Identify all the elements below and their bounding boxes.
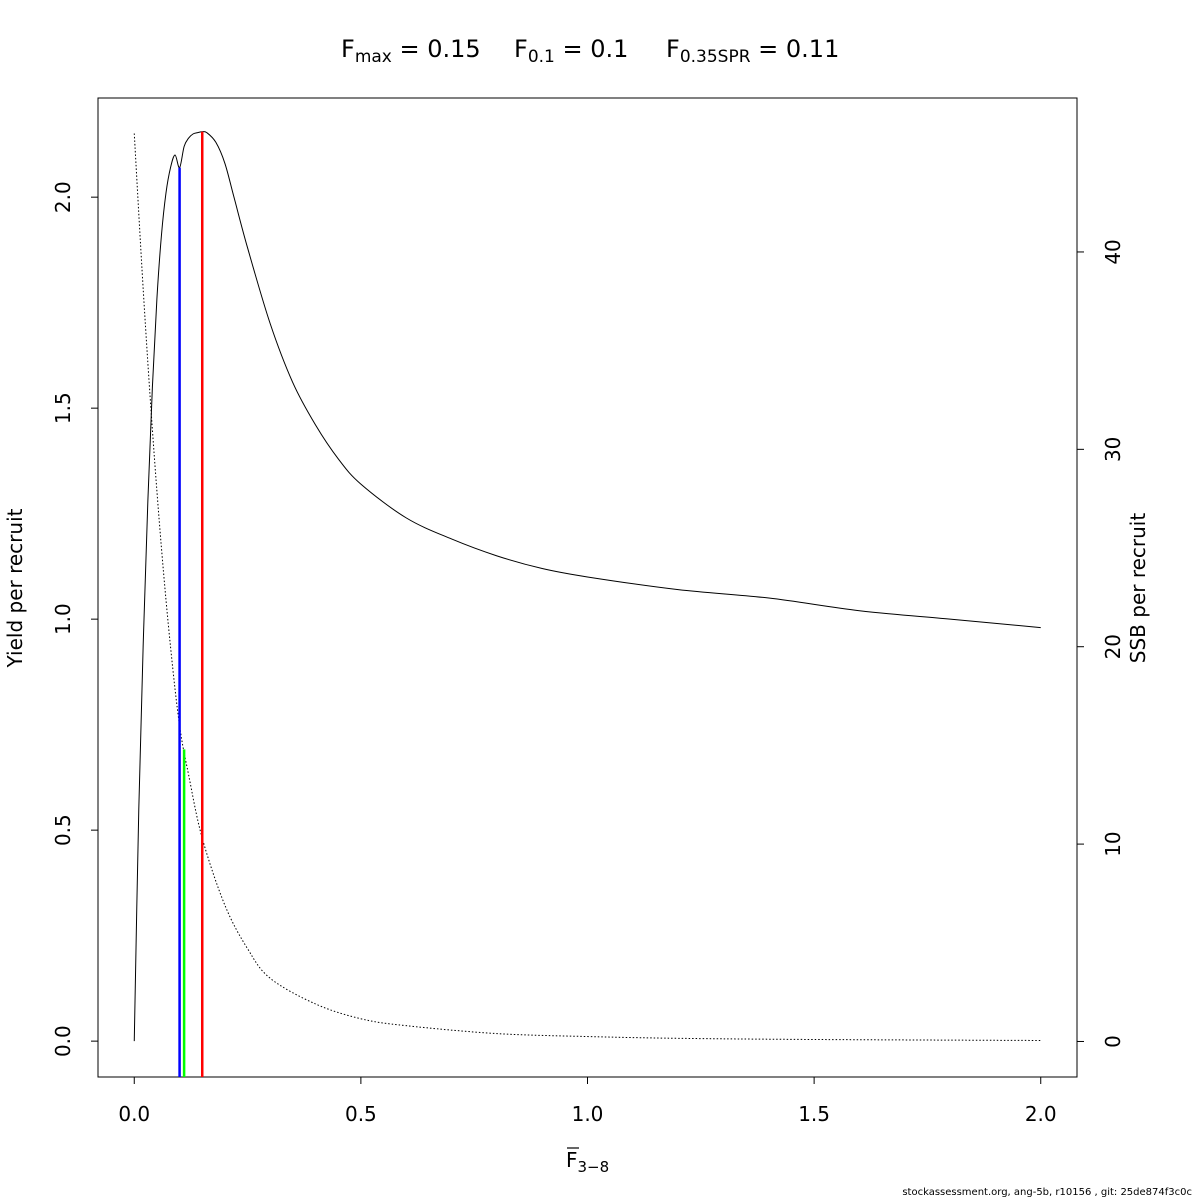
- y-left-tick-label: 2.0: [51, 181, 75, 213]
- footer-note: stockassessment.org, ang-5b, r10156 , gi…: [902, 1187, 1192, 1198]
- y-left-tick-label: 1.0: [51, 603, 75, 635]
- series-layer: [133, 131, 1041, 1042]
- y-right-axis-label: SSB per recruit: [1126, 513, 1150, 664]
- y-right-tick-label: 40: [1101, 239, 1125, 264]
- y-left-axis: 0.0 0.5 1.0 1.5 2.0: [51, 181, 99, 1057]
- y-right-axis: 0 10 20 30 40: [1076, 239, 1125, 1048]
- y-left-axis-label: Yield per recruit: [3, 508, 27, 668]
- y-left-tick-label: 0.5: [51, 814, 75, 846]
- reference-lines: [178, 131, 204, 1077]
- y-right-tick-label: 0: [1101, 1035, 1125, 1048]
- y-left-tick-label: 1.5: [51, 392, 75, 424]
- y-left-tick-label: 0.0: [51, 1025, 75, 1057]
- y-right-tick-label: 10: [1101, 831, 1125, 856]
- chart-title: Fmax = 0.15 F0.1 = 0.1 F0.35SPR = 0.11: [341, 35, 839, 67]
- x-tick-label: 0.5: [345, 1102, 377, 1126]
- title-fspr: F0.35SPR = 0.11: [666, 35, 839, 67]
- x-tick-label: 0.0: [118, 1102, 150, 1126]
- x-axis: 0.0 0.5 1.0 1.5 2.0: [118, 1076, 1057, 1126]
- y-right-tick-label: 20: [1101, 634, 1125, 659]
- yield-per-recruit-line: [133, 131, 1041, 1042]
- plot-frame: [97, 97, 1078, 1078]
- x-axis-label: F3−8: [566, 1148, 609, 1176]
- title-f01: F0.1 = 0.1: [514, 35, 628, 67]
- x-tick-label: 1.5: [798, 1102, 830, 1126]
- x-tick-label: 1.0: [572, 1102, 604, 1126]
- y-right-tick-label: 30: [1101, 437, 1125, 462]
- title-fmax: Fmax = 0.15: [341, 35, 481, 67]
- ssb-per-recruit-line: [133, 133, 1041, 1041]
- x-tick-label: 2.0: [1025, 1102, 1057, 1126]
